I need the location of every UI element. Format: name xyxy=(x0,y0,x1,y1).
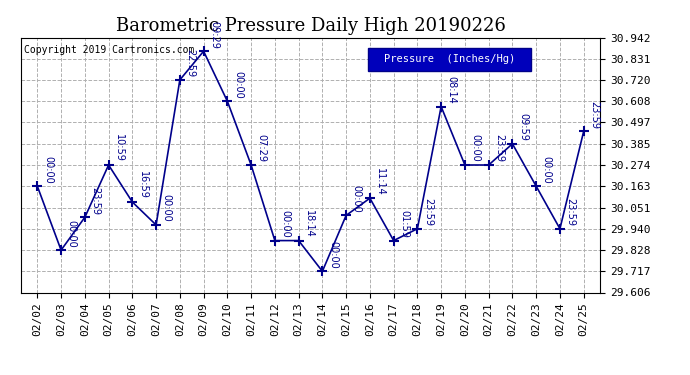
Text: 00:00: 00:00 xyxy=(233,71,243,99)
Text: 09:29: 09:29 xyxy=(209,21,219,48)
Text: 08:14: 08:14 xyxy=(446,76,457,104)
Text: 22:59: 22:59 xyxy=(186,49,195,77)
Text: 10:59: 10:59 xyxy=(114,134,124,162)
Text: 00:00: 00:00 xyxy=(67,220,77,248)
Text: 00:00: 00:00 xyxy=(352,185,362,213)
Text: Copyright 2019 Cartronics.com: Copyright 2019 Cartronics.com xyxy=(23,45,194,55)
Text: 07:29: 07:29 xyxy=(257,134,266,162)
Text: 01:59: 01:59 xyxy=(400,210,409,238)
Text: 09:59: 09:59 xyxy=(518,113,528,141)
Text: 00:00: 00:00 xyxy=(328,241,338,268)
FancyBboxPatch shape xyxy=(368,48,531,70)
Text: 16:59: 16:59 xyxy=(138,171,148,199)
Text: Pressure  (Inches/Hg): Pressure (Inches/Hg) xyxy=(384,54,515,64)
Text: 23:59: 23:59 xyxy=(90,186,100,214)
Title: Barometric Pressure Daily High 20190226: Barometric Pressure Daily High 20190226 xyxy=(115,16,506,34)
Text: 18:14: 18:14 xyxy=(304,210,314,238)
Text: 00:00: 00:00 xyxy=(161,194,172,222)
Text: 23:59: 23:59 xyxy=(589,100,599,129)
Text: 00:00: 00:00 xyxy=(280,210,290,238)
Text: 00:00: 00:00 xyxy=(542,156,552,183)
Text: 11:14: 11:14 xyxy=(375,168,386,195)
Text: 23:59: 23:59 xyxy=(566,198,575,226)
Text: 23:59: 23:59 xyxy=(423,198,433,226)
Text: 00:00: 00:00 xyxy=(471,135,480,162)
Text: 00:00: 00:00 xyxy=(43,156,53,183)
Text: 23:59: 23:59 xyxy=(494,134,504,162)
